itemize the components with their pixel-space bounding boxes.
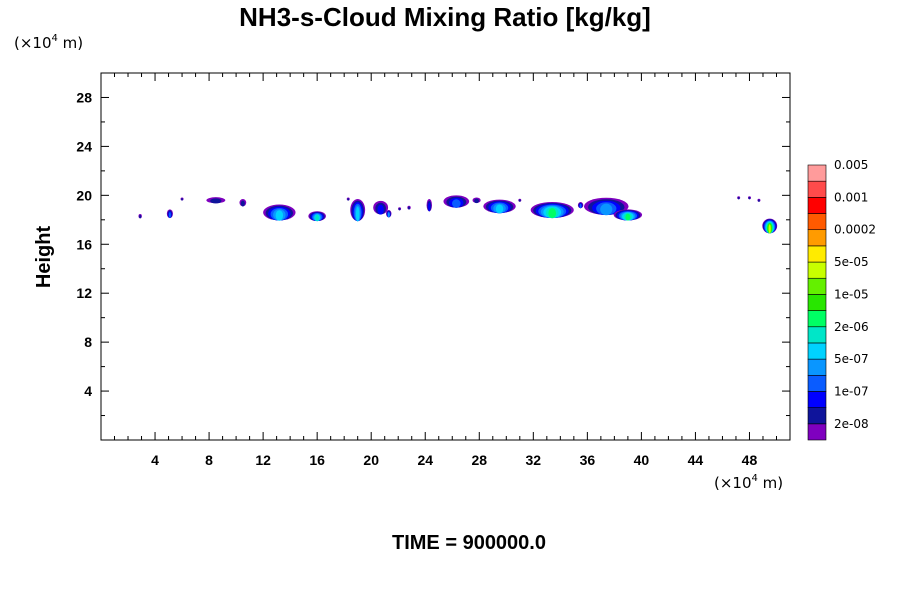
colorbar-swatch	[807, 245, 827, 263]
cloud-contour	[428, 202, 431, 212]
colorbar-swatch	[807, 180, 827, 198]
cloud-contour	[548, 208, 557, 219]
y-tick-label: 24	[76, 138, 92, 154]
cloud-contour	[240, 200, 245, 207]
colorbar-swatch	[807, 407, 827, 425]
x-tick-label: 24	[417, 452, 433, 468]
y-axis-label: Height	[33, 226, 55, 289]
chart-title: NH3-s-Cloud Mixing Ratio [kg/kg]	[239, 2, 651, 32]
x-unit-suffix: m)	[758, 474, 783, 492]
cloud-contour	[737, 196, 740, 200]
cloud-patches	[138, 195, 778, 234]
colorbar-swatch	[807, 164, 827, 182]
cloud-contour	[408, 206, 411, 210]
y-tick-label: 28	[76, 89, 92, 105]
y-unit-exp: 4	[52, 33, 58, 44]
x-tick-label: 44	[688, 452, 704, 468]
x-tick-label: 48	[742, 452, 758, 468]
cloud-contour	[452, 199, 461, 208]
colorbar-swatch	[807, 261, 827, 279]
colorbar-label: 2e-08	[834, 417, 869, 431]
cloud-contour	[495, 204, 504, 214]
colorbar-swatch	[807, 294, 827, 311]
x-tick-label: 8	[205, 452, 213, 468]
colorbar-label: 0.0002	[834, 223, 876, 237]
y-tick-label: 4	[84, 383, 92, 399]
x-unit-label: (×104 m)	[714, 473, 783, 492]
y-tick-label: 20	[76, 187, 92, 203]
cloud-contour	[355, 206, 360, 222]
y-tick-label: 16	[76, 236, 92, 252]
colorbar-swatch	[807, 197, 827, 214]
y-tick-label: 8	[84, 334, 92, 350]
y-unit-prefix: (×10	[14, 34, 52, 52]
y-unit-suffix: m)	[58, 34, 83, 52]
x-tick-label: 20	[363, 452, 379, 468]
x-unit-exp: 4	[752, 473, 758, 484]
colorbar-swatch	[807, 374, 827, 392]
cloud-contour	[275, 210, 284, 221]
colorbar-label: 2e-06	[834, 320, 869, 334]
cloud-contour	[398, 207, 401, 211]
x-tick-label: 32	[526, 452, 542, 468]
time-label: TIME = 900000.0	[392, 532, 546, 554]
cloud-contour	[139, 214, 142, 219]
cloud-contour	[474, 198, 480, 204]
colorbar-label: 0.001	[834, 190, 868, 204]
cloud-contour	[388, 212, 390, 218]
colorbar-swatch	[807, 423, 827, 441]
cloud-contour	[181, 198, 183, 201]
cloud-contour	[768, 224, 771, 234]
colorbar-swatch	[807, 229, 827, 247]
cloud-contour	[210, 198, 222, 204]
colorbar-swatch	[807, 342, 827, 360]
cloud-contour	[600, 203, 613, 216]
colorbar-label: 1e-07	[834, 384, 869, 398]
cloud-contour	[377, 204, 384, 215]
colorbar-swatch	[807, 326, 827, 344]
colorbar-swatch	[807, 391, 827, 408]
x-tick-label: 16	[309, 452, 325, 468]
x-unit-prefix: (×10	[714, 474, 752, 492]
cloud-contour	[579, 204, 582, 209]
cloud-contour	[347, 198, 350, 201]
x-tick-label: 36	[580, 452, 596, 468]
colorbar-label: 0.005	[834, 158, 868, 172]
colorbar-swatch	[807, 310, 827, 328]
plot-frame	[100, 72, 791, 441]
cloud-contour	[168, 212, 171, 219]
x-tick-label: 12	[255, 452, 271, 468]
colorbar-swatch	[807, 213, 827, 231]
colorbar-swatch	[807, 277, 827, 295]
colorbar-label: 1e-05	[834, 287, 869, 301]
cloud-contour	[748, 196, 751, 200]
x-tick-label: 28	[471, 452, 487, 468]
colorbar: 2e-08 1e-07 5e-07 2e-06 1e-05 5e-05 0.0002 0.00…	[807, 158, 876, 441]
y-tick-label: 12	[76, 285, 92, 301]
colorbar-swatch	[807, 358, 827, 376]
cloud-contour	[758, 199, 760, 202]
cloud-contour	[315, 214, 319, 222]
colorbar-label: 5e-07	[834, 352, 869, 366]
cloud-contour	[625, 213, 631, 221]
cloud-contour	[518, 199, 521, 202]
x-tick-label: 4	[151, 452, 159, 468]
colorbar-label: 5e-05	[834, 255, 869, 269]
y-unit-label: (×104 m)	[14, 33, 83, 52]
x-tick-label: 40	[634, 452, 650, 468]
